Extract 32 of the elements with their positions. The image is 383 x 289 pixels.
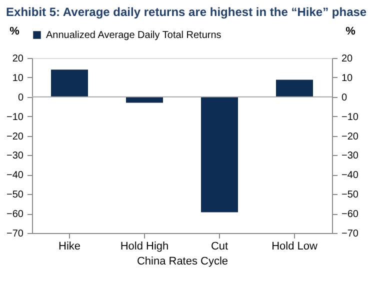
bar: [51, 70, 88, 97]
y2-axis-title: %: [346, 26, 356, 38]
y-tick-label: −50: [6, 190, 24, 201]
y2-tick-label: −40: [342, 170, 359, 182]
y-tick-label: −30: [6, 150, 24, 162]
legend-label: Annualized Average Daily Total Returns: [46, 30, 222, 41]
x-axis-title: China Rates Cycle: [136, 256, 228, 268]
y-tick-label: −40: [6, 170, 24, 182]
x-tick-label: Hike: [58, 240, 81, 252]
y2-tick-label: −10: [342, 112, 359, 123]
y2-tick-label: −30: [342, 150, 359, 162]
y2-tick-label: 20: [342, 54, 354, 64]
y2-tick-label: −70: [342, 228, 359, 240]
x-tick-label: Hold Low: [272, 240, 318, 252]
y-axis-title: %: [10, 26, 20, 38]
y-tick-label: 10: [12, 72, 24, 84]
y2-tick-label: −60: [342, 209, 359, 220]
y-tick-label: −70: [6, 228, 24, 240]
y-tick-label: 20: [12, 54, 24, 64]
y2-tick-label: −20: [342, 131, 359, 142]
x-tick-label: Cut: [210, 240, 228, 252]
y2-tick-label: −50: [342, 190, 359, 201]
x-tick-label: Hold High: [120, 240, 169, 252]
bar: [276, 80, 313, 97]
y-tick-label: −10: [6, 112, 24, 123]
y2-tick-label: 0: [342, 92, 348, 104]
y-tick-label: −20: [6, 131, 24, 142]
y-tick-label: 0: [18, 92, 24, 104]
y-tick-label: −60: [6, 209, 24, 220]
y2-tick-label: 10: [342, 72, 354, 84]
chart-title: Exhibit 5: Average daily returns are highest in the “Hike” phase: [6, 5, 367, 19]
bar: [201, 96, 238, 212]
